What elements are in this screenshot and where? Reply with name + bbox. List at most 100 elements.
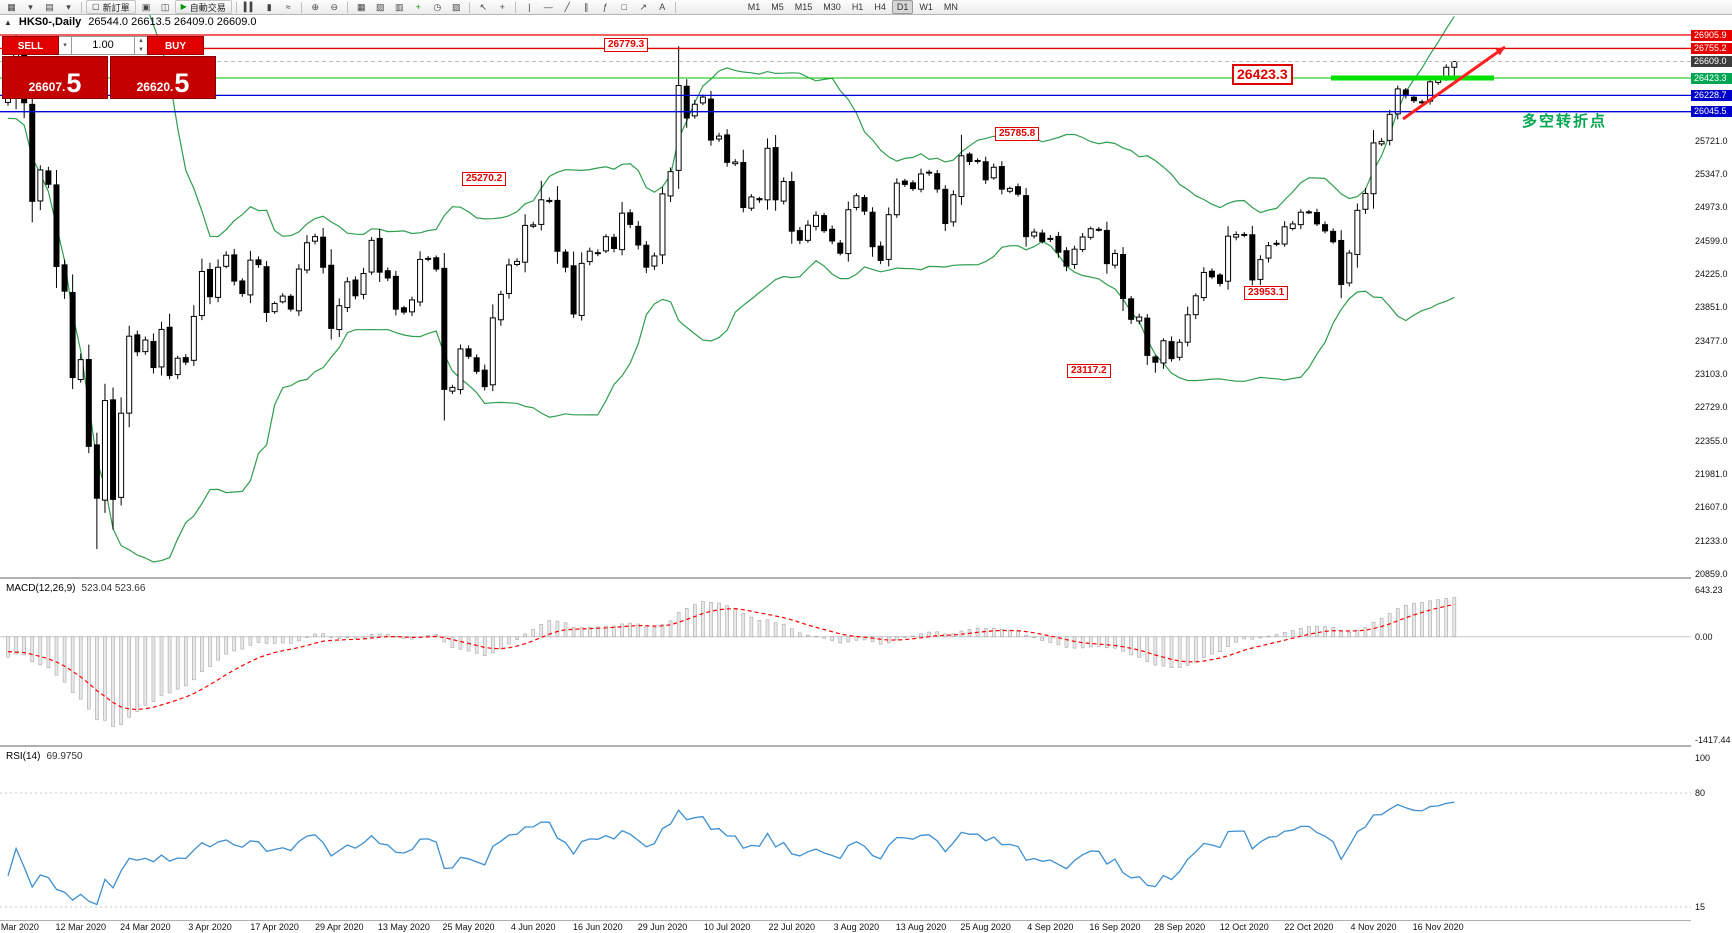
tile-windows-icon[interactable]: ▦ [356,2,366,12]
crosshair-icon[interactable]: + [499,2,505,12]
line-chart-icon[interactable]: ≈ [285,2,291,12]
new-chart-dropdown-icon[interactable]: ▾ [28,2,33,12]
price-annotation[interactable]: 25785.8 [995,127,1040,141]
rsi-name: RSI(14) [6,751,41,762]
one-click-toggle-icon[interactable]: ▲ [4,18,12,27]
price-axis[interactable]: 25721.0 25347.0 24973.0 24599.0 24225.0 23851… [1691,0,1732,933]
chart-symbol-period: HKS0-,Daily [18,16,82,28]
macd-name: MACD(12,26,9) [6,583,76,594]
date-label: 4 Nov 2020 [1350,922,1397,932]
macd-values: 523.04 523.66 [81,583,146,594]
timeframe-toolbar: M1 M5 M15 M30 H1 H4 D1 W1 MN [743,0,963,14]
toolbar-separator [514,1,516,13]
rsi-panel[interactable] [0,749,1691,919]
buy-price-button[interactable]: 26620. 5 [110,56,216,99]
fibonacci-icon[interactable]: ƒ [602,2,608,12]
timeframe-m1[interactable]: M1 [747,2,761,12]
time-axis[interactable]: 4 Mar 2020 12 Mar 2020 24 Mar 2020 3 Apr 20… [0,921,1691,933]
date-label: 16 Sep 2020 [1089,922,1141,932]
panel-divider[interactable] [0,920,1732,921]
price-axis-label: 23851.0 [1695,302,1728,313]
buy-button[interactable]: BUY [147,36,204,55]
one-click-trading-panel: SELL ▾ 1.00 ▲ ▼ BUY 26607. 5 26620. 5 [2,36,216,99]
vertical-line-icon[interactable]: | [528,2,530,12]
macd-signal-line [7,603,1455,711]
timeframe-d1[interactable]: D1 [891,0,914,14]
date-label: 4 Sep 2020 [1027,922,1074,932]
profiles-icon[interactable]: ▤ [45,2,54,12]
panel-divider[interactable] [0,745,1732,747]
volume-down-button[interactable]: ▼ [138,46,144,53]
price-axis-tag: 26609.0 [1691,55,1732,67]
date-label: 12 Mar 2020 [55,922,106,932]
volume-input[interactable]: 1.00 [72,36,134,55]
date-label: 22 Oct 2020 [1284,922,1334,932]
autotrading-button[interactable]: ▶ 自動交易 [174,0,232,14]
chart-ohlc-values: 26544.0 26613.5 26409.0 26609.0 [88,16,257,28]
autotrading-play-icon: ▶ [180,2,187,11]
price-annotation[interactable]: 23953.1 [1244,286,1289,300]
channel-icon[interactable]: ∥ [584,2,589,12]
zoom-out-icon[interactable]: ⊖ [330,2,338,12]
main-chart-panel[interactable] [0,15,1691,577]
candlestick-chart-icon[interactable]: ▮ [266,2,272,12]
auto-arrange-icon[interactable]: ▥ [394,2,404,12]
sell-button[interactable]: SELL [2,36,59,55]
trendline-icon[interactable]: ╱ [564,2,570,12]
toolbar-separator [300,1,302,13]
text-label-icon[interactable]: A [659,2,665,12]
profiles-dropdown-icon[interactable]: ▾ [66,2,71,12]
new-order-button[interactable]: ▢ 新訂單 [86,0,136,14]
period-icon[interactable]: ◷ [433,2,441,12]
timeframe-w1[interactable]: W1 [919,2,933,12]
navigator-icon[interactable]: ◫ [160,2,170,12]
timeframe-m30[interactable]: M30 [823,2,841,12]
macd-panel[interactable] [0,581,1691,744]
toolbar-separator [674,1,676,13]
price-annotation[interactable]: 26423.3 [1232,64,1293,85]
zoom-in-icon[interactable]: ⊕ [311,2,319,12]
date-label: 25 Aug 2020 [960,922,1011,932]
bar-chart-icon[interactable]: ▍▍ [243,2,257,12]
shapes-icon[interactable]: □ [621,2,627,12]
price-axis-tag: 26045.5 [1691,106,1732,118]
trend-arrow-line[interactable] [1402,45,1506,121]
price-axis-label: 24599.0 [1695,235,1728,246]
volume-up-button[interactable]: ▲ [138,38,144,44]
trend-arrow-head [1495,47,1505,56]
price-axis-label: 21981.0 [1695,468,1728,479]
panel-divider[interactable] [0,577,1732,579]
ask-price-big-digit: 5 [174,67,190,98]
rsi-axis-label: 80 [1695,788,1706,799]
horizontal-line-icon[interactable]: — [543,2,553,12]
price-annotation[interactable]: 26779.3 [604,38,649,52]
timeframe-h4[interactable]: H4 [874,2,886,12]
rsi-title: RSI(14) 69.9750 [6,751,83,762]
volume-dropdown-icon[interactable]: ▾ [59,36,72,55]
arrows-icon[interactable]: ↗ [639,2,647,12]
timeframe-h1[interactable]: H1 [851,2,864,12]
timeframe-m15[interactable]: M15 [794,2,813,12]
toolbar-separator [346,1,348,13]
turning-point-label[interactable]: 多空转折点 [1522,113,1608,130]
new-chart-icon[interactable]: ▦ [7,2,16,12]
templates-icon[interactable]: ▨ [451,2,461,12]
timeframe-m5[interactable]: M5 [771,2,784,12]
price-annotation[interactable]: 25270.2 [462,172,507,186]
market-watch-icon[interactable]: ▣ [141,2,151,12]
cascade-windows-icon[interactable]: ▧ [375,2,385,12]
macd-axis-label: 643.23 [1695,584,1723,595]
macd-histogram [6,597,1457,727]
indicators-icon[interactable]: + [415,2,421,12]
sell-price-button[interactable]: 26607. 5 [2,56,108,99]
rsi-line [7,801,1455,906]
toolbar-separator [81,1,82,13]
date-label: 22 Jul 2020 [768,922,816,932]
macd-title: MACD(12,26,9) 523.04 523.66 [6,583,145,594]
price-annotation[interactable]: 23117.2 [1067,364,1111,378]
timeframe-mn[interactable]: MN [943,2,958,12]
cursor-icon[interactable]: ↖ [479,2,487,12]
price-axis-label: 25721.0 [1695,135,1728,146]
toolbar-icon-group: ▦ ▾ ▤ ▾ ▢ 新訂單 ▣ ◫ ▶ 自動交易 ▍▍ ▮ ≈ ⊕ ⊖ ▦ ▧ ▥ + ◷ ▨ ↖ + | — ╱ ∥ ƒ □ ↗ A [2,0,679,14]
